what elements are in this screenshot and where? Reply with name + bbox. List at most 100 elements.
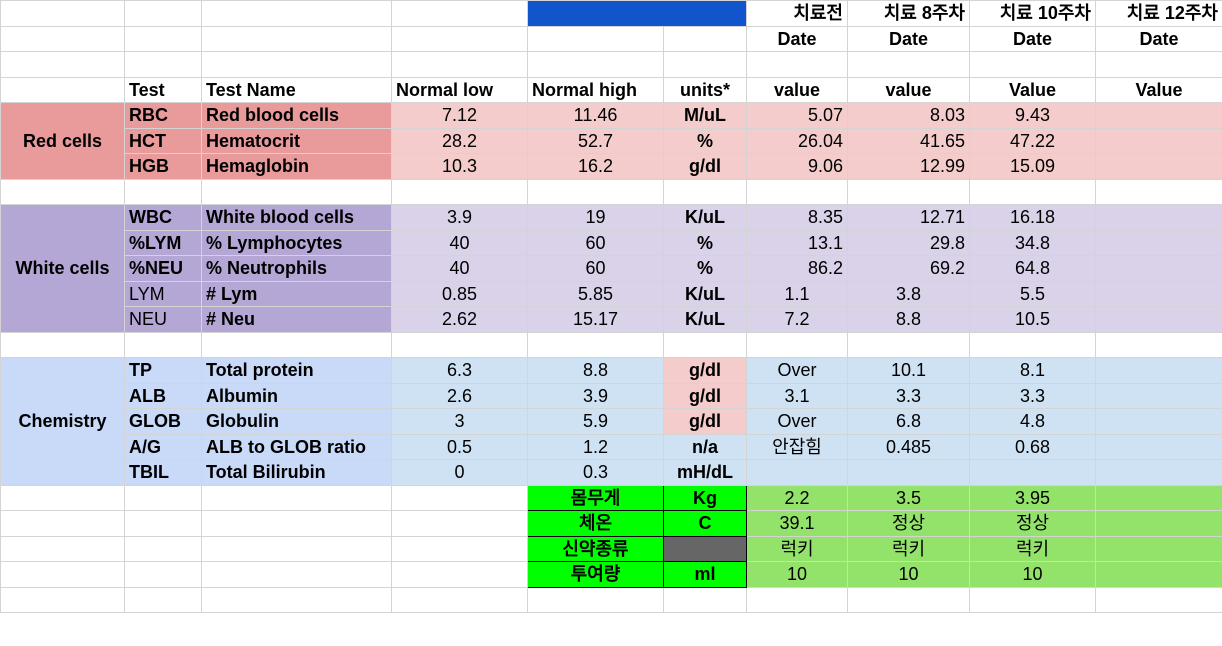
normal-high[interactable]: 3.9 — [527, 382, 664, 409]
cell-empty[interactable] — [663, 331, 747, 358]
normal-high[interactable]: 19 — [527, 204, 664, 231]
cell-empty[interactable] — [527, 586, 664, 613]
value-cell[interactable]: 47.22 — [969, 127, 1096, 154]
group-white-cells[interactable]: White cells — [0, 204, 125, 333]
test-name[interactable]: Total Bilirubin — [201, 459, 392, 486]
header-week-12[interactable]: 치료 12주차 — [1095, 0, 1222, 27]
value-cell[interactable] — [969, 459, 1096, 486]
normal-low[interactable]: 3.9 — [391, 204, 528, 231]
value-cell[interactable]: 9.06 — [746, 153, 848, 180]
value-cell[interactable]: 럭키 — [847, 535, 970, 562]
cell-empty[interactable] — [391, 510, 528, 537]
cell-empty[interactable] — [391, 484, 528, 511]
cell-empty[interactable] — [124, 586, 202, 613]
normal-low[interactable]: 0.85 — [391, 280, 528, 307]
normal-high[interactable]: 16.2 — [527, 153, 664, 180]
cell-empty[interactable] — [0, 561, 125, 588]
test-name[interactable]: # Neu — [201, 306, 392, 333]
value-cell[interactable]: 26.04 — [746, 127, 848, 154]
test-code[interactable]: GLOB — [124, 408, 202, 435]
cell-empty[interactable] — [124, 0, 202, 27]
cell-empty[interactable] — [124, 51, 202, 78]
value-cell[interactable]: 64.8 — [969, 255, 1096, 282]
value-cell[interactable] — [847, 459, 970, 486]
normal-high[interactable]: 8.8 — [527, 357, 664, 384]
normal-high[interactable]: 11.46 — [527, 102, 664, 129]
normal-high[interactable]: 5.85 — [527, 280, 664, 307]
value-cell[interactable]: 10 — [746, 561, 848, 588]
cell-empty[interactable] — [124, 178, 202, 205]
value-cell[interactable]: 3.95 — [969, 484, 1096, 511]
unit[interactable]: g/dl — [663, 382, 747, 409]
unit[interactable]: M/uL — [663, 102, 747, 129]
col-value[interactable]: Value — [1095, 76, 1222, 103]
cell-empty[interactable] — [0, 25, 125, 52]
cell-empty[interactable] — [391, 331, 528, 358]
value-cell[interactable]: 10.5 — [969, 306, 1096, 333]
normal-low[interactable]: 2.62 — [391, 306, 528, 333]
normal-high[interactable]: 60 — [527, 255, 664, 282]
value-cell[interactable]: 69.2 — [847, 255, 970, 282]
cell-empty[interactable] — [201, 561, 392, 588]
value-cell[interactable]: 34.8 — [969, 229, 1096, 256]
value-cell[interactable]: 4.8 — [969, 408, 1096, 435]
test-name[interactable]: Hematocrit — [201, 127, 392, 154]
col-normal-low[interactable]: Normal low — [391, 76, 528, 103]
cell-empty[interactable] — [201, 331, 392, 358]
cell-empty[interactable] — [0, 535, 125, 562]
value-cell[interactable]: 39.1 — [746, 510, 848, 537]
normal-low[interactable]: 0 — [391, 459, 528, 486]
cell-empty[interactable] — [847, 178, 970, 205]
normal-high[interactable]: 60 — [527, 229, 664, 256]
cell-empty[interactable] — [201, 25, 392, 52]
value-cell[interactable]: 3.3 — [847, 382, 970, 409]
normal-low[interactable]: 2.6 — [391, 382, 528, 409]
col-value[interactable]: value — [847, 76, 970, 103]
unit[interactable]: K/uL — [663, 306, 747, 333]
cell-empty[interactable] — [746, 331, 848, 358]
date-header[interactable]: Date — [847, 25, 970, 52]
unit[interactable]: g/dl — [663, 408, 747, 435]
cell-empty[interactable] — [746, 586, 848, 613]
cell-empty[interactable] — [391, 178, 528, 205]
value-cell[interactable]: 8.03 — [847, 102, 970, 129]
normal-high[interactable]: 0.3 — [527, 459, 664, 486]
cell-empty[interactable] — [124, 510, 202, 537]
value-cell[interactable]: 5.07 — [746, 102, 848, 129]
test-name[interactable]: % Neutrophils — [201, 255, 392, 282]
value-cell[interactable]: 럭키 — [969, 535, 1096, 562]
test-code[interactable]: TBIL — [124, 459, 202, 486]
value-cell[interactable]: 7.2 — [746, 306, 848, 333]
test-code[interactable]: WBC — [124, 204, 202, 231]
unit[interactable]: % — [663, 229, 747, 256]
col-units[interactable]: units* — [663, 76, 747, 103]
cell-empty[interactable] — [847, 586, 970, 613]
value-cell[interactable] — [1095, 484, 1222, 511]
header-pre-treatment[interactable]: 치료전 — [746, 0, 848, 27]
date-value-cell[interactable] — [969, 51, 1096, 78]
cell-empty[interactable] — [391, 0, 528, 27]
value-cell[interactable]: 정상 — [969, 510, 1096, 537]
value-cell[interactable]: 12.71 — [847, 204, 970, 231]
unit[interactable]: % — [663, 255, 747, 282]
value-cell[interactable] — [1095, 510, 1222, 537]
extra-label[interactable]: 신약종류 — [527, 535, 664, 562]
cell-empty[interactable] — [0, 484, 125, 511]
extra-label[interactable]: 투여량 — [527, 561, 664, 588]
header-color-block[interactable] — [527, 0, 747, 27]
cell-empty[interactable] — [527, 331, 664, 358]
cell-empty[interactable] — [0, 586, 125, 613]
value-cell[interactable]: 1.1 — [746, 280, 848, 307]
value-cell[interactable] — [1095, 408, 1222, 435]
unit[interactable]: C — [663, 510, 747, 537]
cell-empty[interactable] — [663, 586, 747, 613]
value-cell[interactable]: 10 — [847, 561, 970, 588]
test-name[interactable]: Globulin — [201, 408, 392, 435]
cell-empty[interactable] — [969, 178, 1096, 205]
test-code[interactable]: LYM — [124, 280, 202, 307]
value-cell[interactable] — [1095, 153, 1222, 180]
value-cell[interactable]: 29.8 — [847, 229, 970, 256]
normal-low[interactable]: 7.12 — [391, 102, 528, 129]
value-cell[interactable]: Over — [746, 357, 848, 384]
date-header[interactable]: Date — [1095, 25, 1222, 52]
